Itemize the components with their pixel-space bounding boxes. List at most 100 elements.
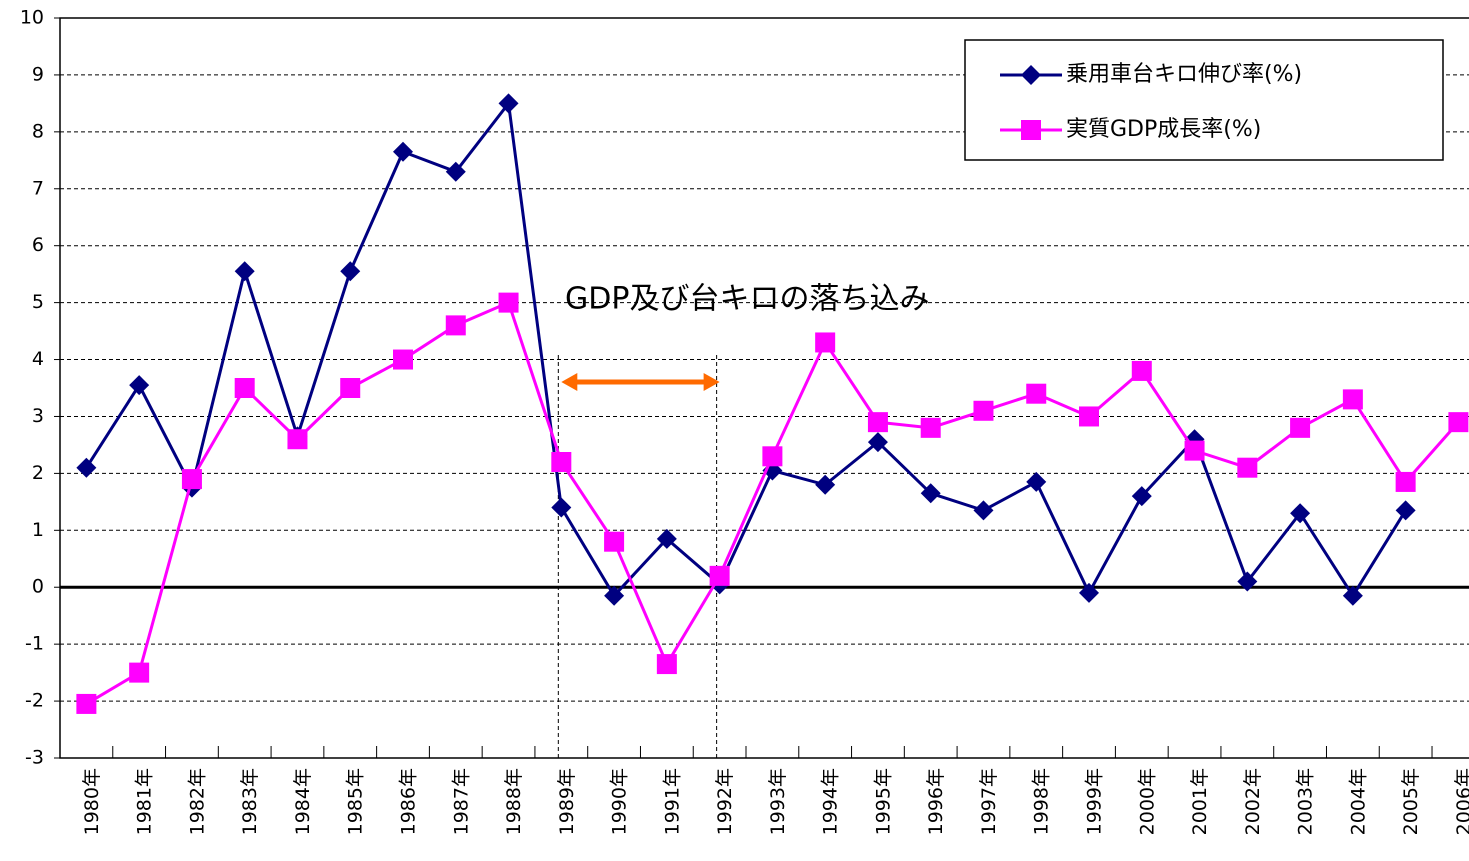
marker xyxy=(1079,406,1100,427)
marker xyxy=(604,585,625,606)
x-tick-label: 1990年 xyxy=(609,768,631,835)
marker xyxy=(1290,417,1311,438)
marker xyxy=(1342,389,1363,410)
legend-marker xyxy=(1021,120,1041,140)
x-tick-label: 1998年 xyxy=(1031,768,1053,835)
x-tick-label: 1993年 xyxy=(767,768,789,835)
series-line xyxy=(85,99,1407,599)
marker xyxy=(709,565,730,586)
marker xyxy=(445,315,466,336)
x-tick-label: 2003年 xyxy=(1295,768,1317,835)
x-tick-label: 2002年 xyxy=(1242,768,1264,835)
legend-marker xyxy=(1021,65,1041,85)
y-tick-label: 2 xyxy=(32,462,44,484)
y-tick-label: 4 xyxy=(32,348,44,370)
marker xyxy=(1026,471,1047,492)
x-tick-label: 1995年 xyxy=(872,768,894,835)
legend-label: 乗用車台キロ伸び率(%) xyxy=(1066,62,1302,87)
y-tick-label: -1 xyxy=(25,633,44,655)
marker xyxy=(181,469,202,490)
y-tick-label: -2 xyxy=(25,690,44,712)
marker xyxy=(234,261,255,282)
legend-box xyxy=(964,39,1444,161)
x-tick-label: 1981年 xyxy=(134,768,156,835)
x-tick-label: 1992年 xyxy=(714,768,736,835)
marker xyxy=(129,375,150,396)
marker xyxy=(920,417,941,438)
x-tick-label: 2001年 xyxy=(1189,768,1211,835)
x-tick-label: 1989年 xyxy=(556,768,578,835)
marker xyxy=(393,349,414,370)
marker xyxy=(551,497,572,518)
x-tick-label: 1984年 xyxy=(292,768,314,835)
marker xyxy=(1448,412,1469,433)
legend-label: 実質GDP成長率(%) xyxy=(1066,117,1261,142)
marker xyxy=(867,412,888,433)
marker xyxy=(1026,383,1047,404)
marker xyxy=(498,93,519,114)
x-tick-label: 1986年 xyxy=(398,768,420,835)
marker xyxy=(1290,503,1311,524)
plot-area xyxy=(59,17,1469,759)
marker xyxy=(1237,571,1258,592)
marker xyxy=(1395,471,1416,492)
marker xyxy=(973,500,994,521)
y-tick-label: -3 xyxy=(25,747,44,769)
marker xyxy=(1079,582,1100,603)
marker xyxy=(1342,585,1363,606)
marker xyxy=(815,474,836,495)
marker xyxy=(1131,360,1152,381)
x-tick-label: 1982年 xyxy=(186,768,208,835)
x-tick-label: 2000年 xyxy=(1136,768,1158,835)
x-tick-label: 1985年 xyxy=(345,768,367,835)
marker xyxy=(551,452,572,472)
y-tick-label: 10 xyxy=(20,7,44,29)
marker xyxy=(287,429,308,450)
x-tick-label: 2005年 xyxy=(1400,768,1422,835)
marker xyxy=(656,654,677,675)
y-tick-label: 9 xyxy=(32,63,44,85)
marker xyxy=(393,141,414,162)
marker xyxy=(973,400,994,421)
marker xyxy=(129,662,150,683)
marker xyxy=(445,161,466,182)
y-tick-label: 3 xyxy=(32,405,44,427)
marker xyxy=(234,378,255,398)
y-tick-label: 6 xyxy=(32,234,44,256)
y-tick-label: 5 xyxy=(32,291,44,313)
x-tick-label: 2006年 xyxy=(1453,768,1469,835)
marker xyxy=(815,332,836,353)
x-tick-label: 1983年 xyxy=(239,768,261,835)
arrow-head xyxy=(561,373,578,391)
x-tick-label: 1987年 xyxy=(450,768,472,835)
marker xyxy=(1237,457,1258,478)
marker xyxy=(76,693,97,714)
x-tick-label: 1980年 xyxy=(81,768,103,835)
marker xyxy=(1184,440,1205,461)
marker xyxy=(920,483,941,504)
marker xyxy=(76,457,97,478)
x-tick-label: 1994年 xyxy=(820,768,842,835)
y-tick-label: 8 xyxy=(32,120,44,142)
marker xyxy=(1395,500,1416,521)
x-tick-label: 2004年 xyxy=(1347,768,1369,835)
marker xyxy=(867,432,888,453)
marker xyxy=(498,292,519,313)
y-tick-label: 1 xyxy=(32,519,44,541)
x-tick-label: 1991年 xyxy=(661,768,683,835)
y-tick-label: 0 xyxy=(32,576,44,598)
arrow-head xyxy=(703,373,720,391)
y-tick-label: 7 xyxy=(32,177,44,199)
marker xyxy=(656,528,677,549)
x-tick-label: 1996年 xyxy=(925,768,947,835)
x-tick-label: 1999年 xyxy=(1084,768,1106,835)
x-tick-label: 1997年 xyxy=(978,768,1000,835)
marker xyxy=(762,446,783,467)
annotation: GDP及び台キロの落ち込み xyxy=(565,282,929,317)
marker xyxy=(1131,486,1152,507)
marker xyxy=(604,531,625,552)
x-tick-label: 1988年 xyxy=(503,768,525,835)
marker xyxy=(340,378,361,398)
marker xyxy=(340,261,361,282)
